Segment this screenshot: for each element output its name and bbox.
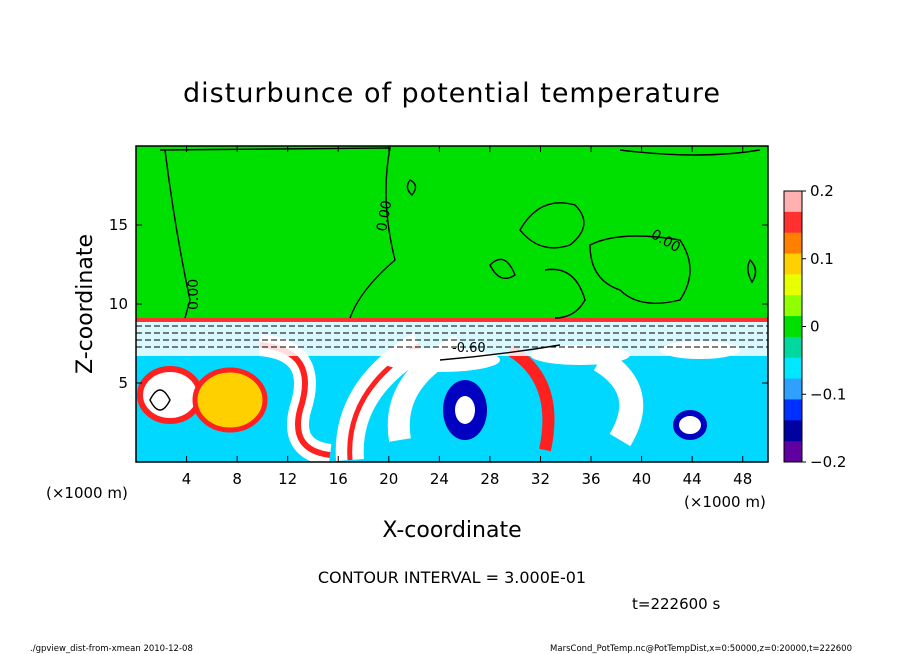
footer-left: ./gpview_dist-from-xmean 2010-12-08 <box>30 644 193 654</box>
x-tick-label: 40 <box>632 470 651 488</box>
x-tick-label: 24 <box>430 470 449 488</box>
colorbar-tick-label: 0.1 <box>810 250 834 268</box>
colorbar-tick-label: 0.2 <box>810 182 834 200</box>
chart-title: disturbunce of potential temperature <box>183 78 721 109</box>
contour-label: 0.00 <box>374 199 395 232</box>
colorbar-cell <box>784 253 802 275</box>
x-tick-label: 8 <box>232 470 242 488</box>
colorbar-cells <box>784 191 802 463</box>
colorbar-ticks: 0.2 0.1 0 −0.1 −0.2 <box>802 182 846 471</box>
colorbar-cell <box>784 399 802 421</box>
colorbar-cell <box>784 211 802 234</box>
x-axis-label: X-coordinate <box>382 518 521 543</box>
contour-label: 0.00 <box>186 279 202 310</box>
y-tick-label: 10 <box>109 295 128 313</box>
colorbar-cell <box>784 316 802 338</box>
x-tick-label: 36 <box>581 470 600 488</box>
y-axis: 5 10 15 <box>109 216 768 392</box>
colorbar-cell <box>784 274 802 296</box>
contour-lines <box>149 147 761 411</box>
colorbar-cell <box>784 420 802 442</box>
y-axis-label: Z-coordinate <box>73 234 98 374</box>
x-tick-label: 28 <box>480 470 499 488</box>
plot-area <box>136 146 768 462</box>
colorbar-tick-label: 0 <box>810 318 820 336</box>
y-tick-label: 5 <box>118 374 128 392</box>
x-tick-label: 32 <box>531 470 550 488</box>
footer-right: MarsCond_PotTemp.nc@PotTempDist,x=0:5000… <box>550 644 852 654</box>
x-axis: 4 8 12 16 20 24 28 32 36 40 44 48 <box>182 146 752 488</box>
contour-label-group: 0.00 0.00 0.00 -0.60 <box>186 199 683 356</box>
x-unit-right: (×1000 m) <box>684 493 766 511</box>
upper-field <box>136 146 768 321</box>
x-tick-label: 44 <box>683 470 702 488</box>
colorbar-tick-label: −0.1 <box>810 385 846 403</box>
contour-label: -0.60 <box>452 341 486 356</box>
x-tick-label: 4 <box>182 470 192 488</box>
x-tick-label: 16 <box>329 470 348 488</box>
transition-band <box>136 318 768 356</box>
colorbar-cell <box>784 336 802 359</box>
colorbar-cell <box>784 232 802 255</box>
time-label: t=222600 s <box>632 595 720 613</box>
y-tick-label: 15 <box>109 216 128 234</box>
colorbar-cell <box>784 378 802 400</box>
colorbar-cell <box>784 357 802 380</box>
colorbar-cell <box>784 295 802 317</box>
x-tick-label: 20 <box>379 470 398 488</box>
x-tick-label: 48 <box>733 470 752 488</box>
colorbar-cell <box>784 191 802 213</box>
x-unit-left: (×1000 m) <box>46 484 128 502</box>
colorbar: 0.2 0.1 0 −0.1 −0.2 <box>783 182 846 471</box>
contour-interval: CONTOUR INTERVAL = 3.000E-01 <box>318 568 586 587</box>
colorbar-tick-label: −0.2 <box>810 453 846 471</box>
x-tick-label: 12 <box>278 470 297 488</box>
colorbar-cell <box>784 441 802 463</box>
